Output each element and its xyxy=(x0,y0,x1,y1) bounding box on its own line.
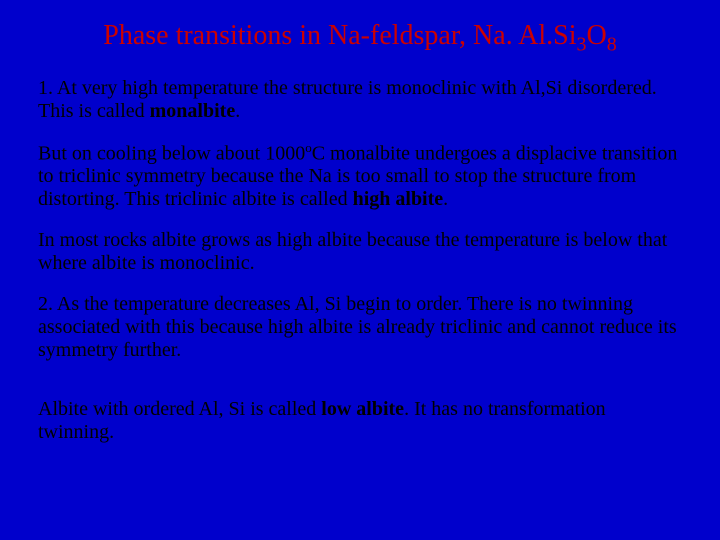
title-text-2: O xyxy=(587,20,607,51)
title-text-1: Phase transitions in Na-feldspar, Na. Al… xyxy=(103,20,576,51)
p1-text-c: . xyxy=(235,100,240,122)
p2-text-d: . xyxy=(443,188,448,210)
paragraph-4: 2. As the temperature decreases Al, Si b… xyxy=(38,293,682,362)
p5-text-a: Albite with ordered Al, Si is called xyxy=(38,398,321,420)
paragraph-5: Albite with ordered Al, Si is called low… xyxy=(38,398,682,444)
p1-text-a: 1. At very high temperature the structur… xyxy=(38,77,657,122)
p5-bold: low albite xyxy=(321,398,404,420)
p2-bold: high albite xyxy=(353,188,444,210)
title-sub-1: 3 xyxy=(577,34,587,56)
slide-title: Phase transitions in Na-feldspar, Na. Al… xyxy=(38,20,682,57)
p2-text-a: But on cooling below about 1000 xyxy=(38,142,305,164)
p1-bold: monalbite xyxy=(150,100,236,122)
paragraph-3: In most rocks albite grows as high albit… xyxy=(38,229,682,275)
paragraph-1: 1. At very high temperature the structur… xyxy=(38,77,682,123)
title-sub-2: 8 xyxy=(607,34,617,56)
slide-content: Phase transitions in Na-feldspar, Na. Al… xyxy=(0,0,720,482)
paragraph-2: But on cooling below about 1000oC monalb… xyxy=(38,141,682,212)
